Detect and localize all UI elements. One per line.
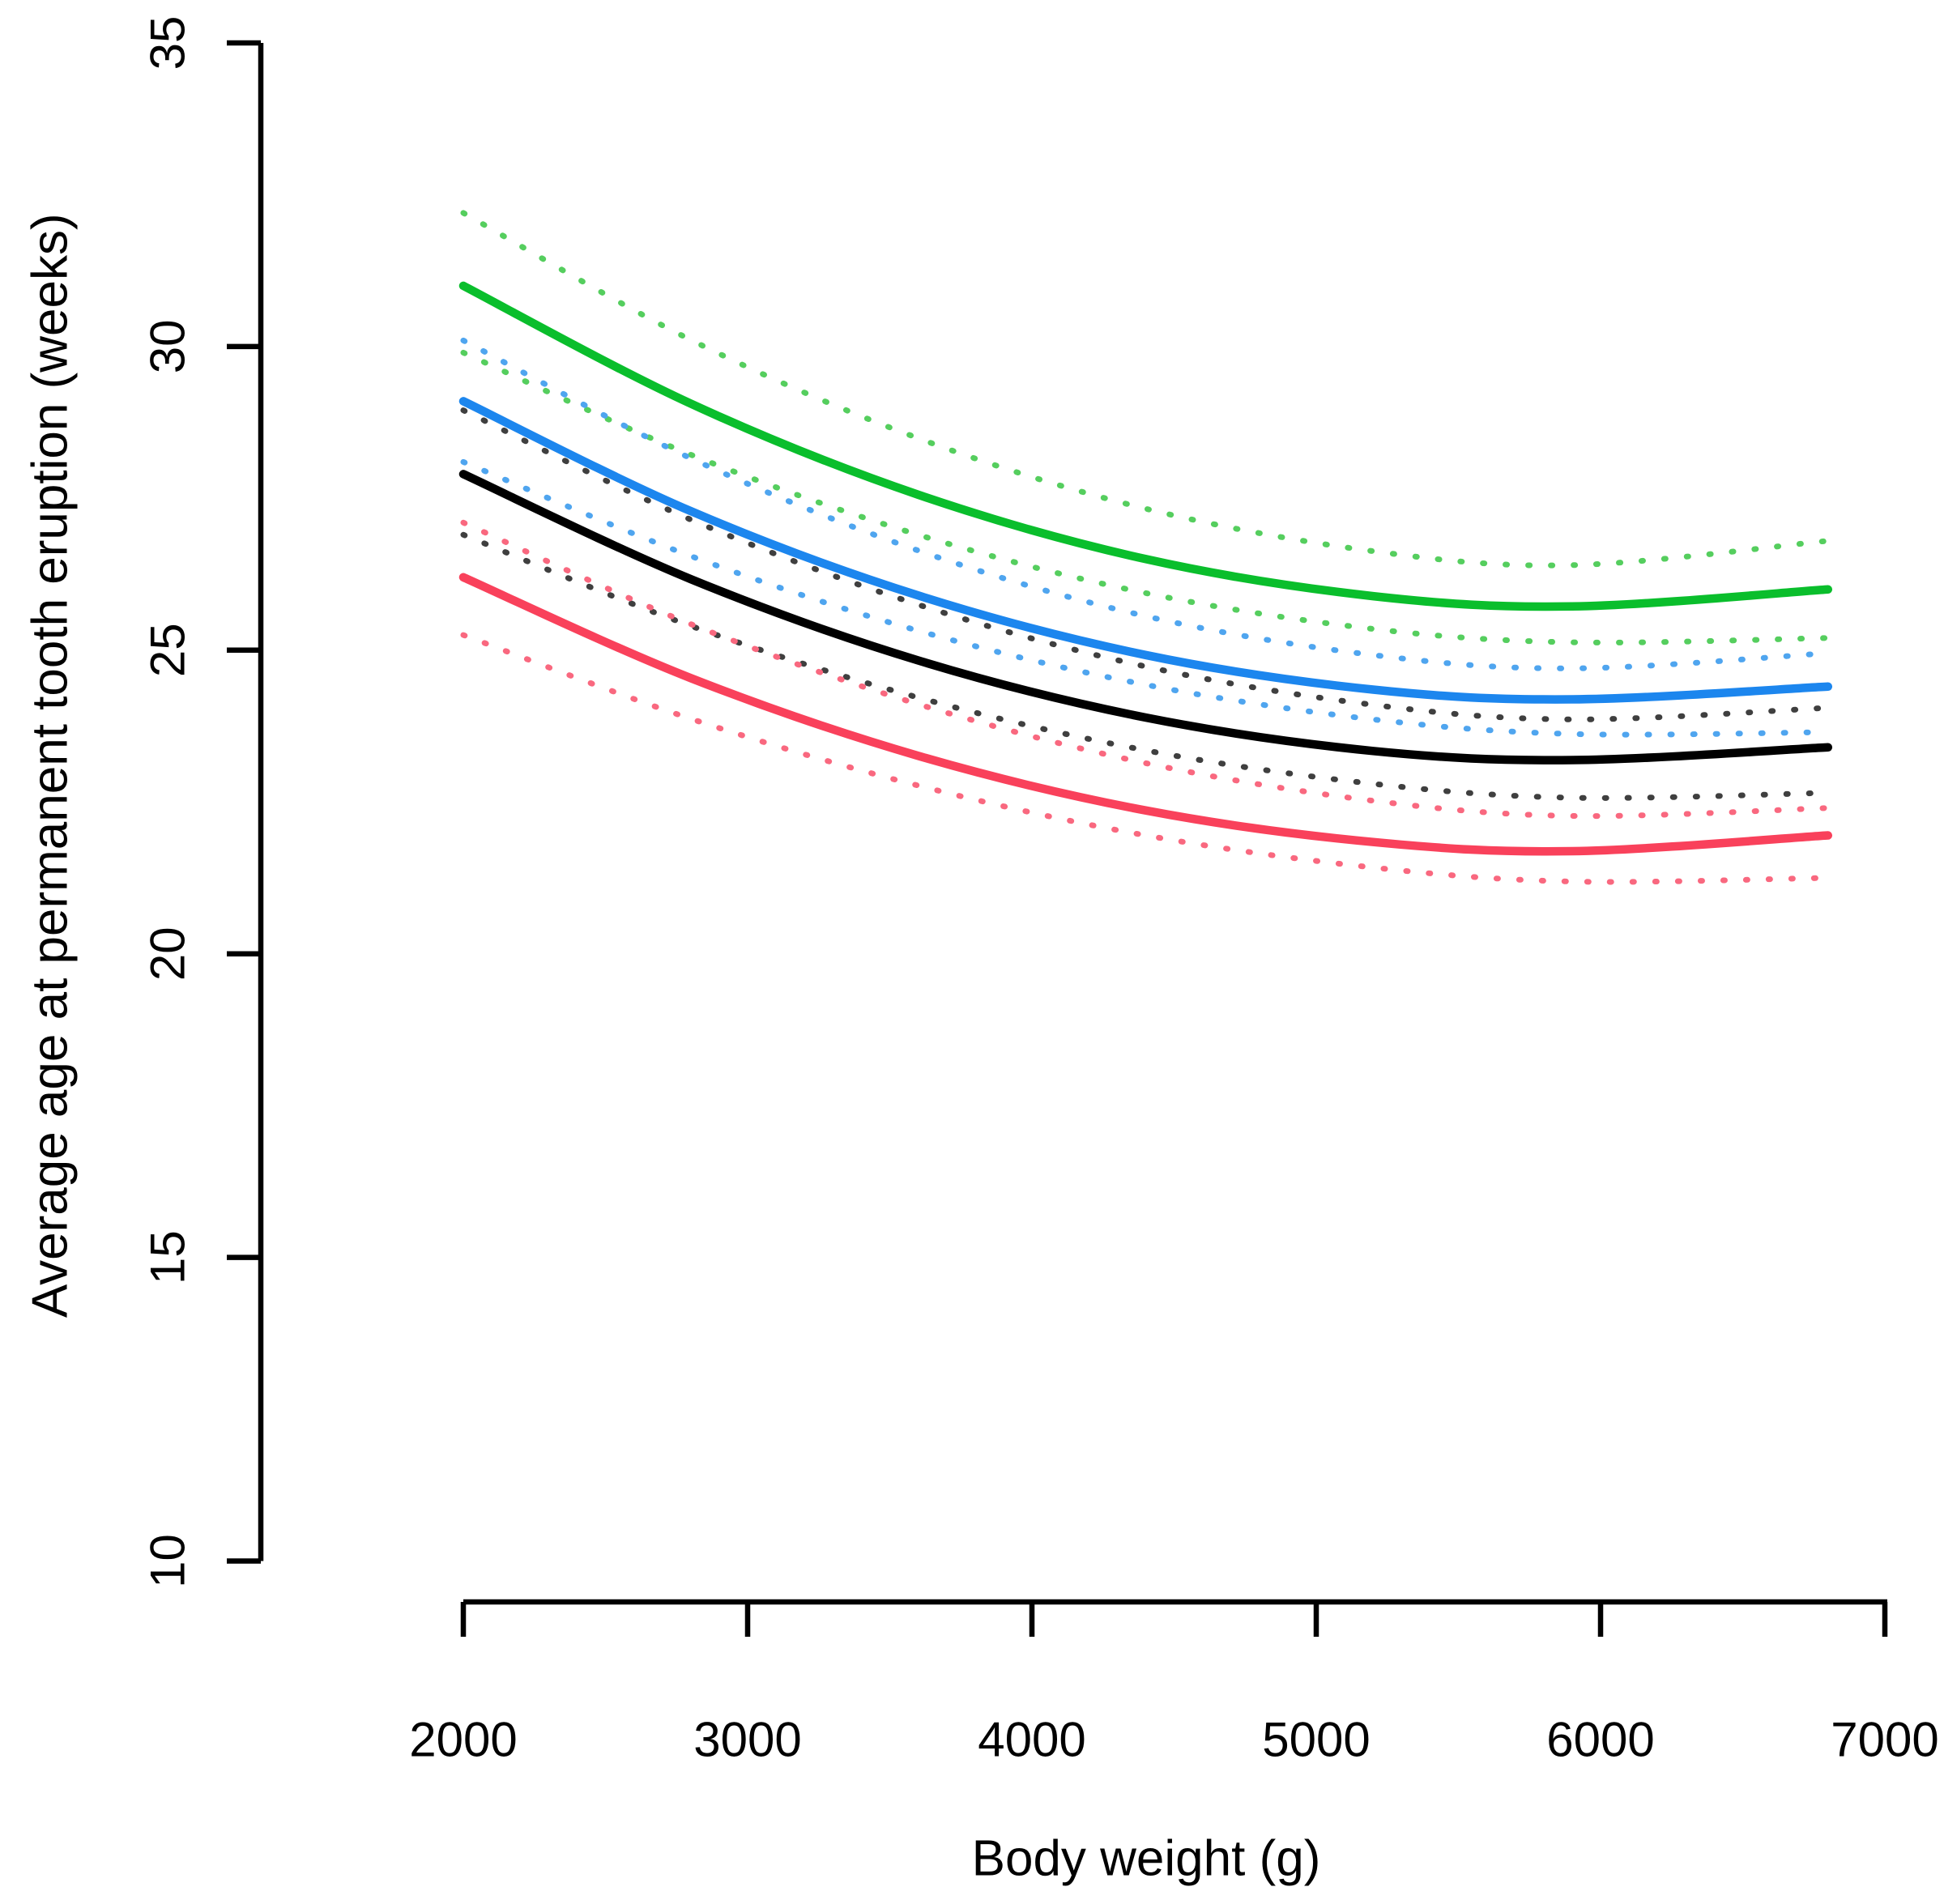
y-tick-label-15: 15: [141, 1230, 195, 1284]
curve-black-fit: [458, 470, 1833, 765]
curve-red-ci-upper: [460, 519, 1831, 820]
x-axis-title: Body weight (g): [972, 1831, 1321, 1887]
x-tick-label-6000: 6000: [1546, 1713, 1654, 1767]
y-tick-label-10: 10: [141, 1534, 195, 1588]
curve-black-ci-upper: [460, 407, 1831, 722]
y-tick-label-35: 35: [141, 16, 195, 70]
curve-red-fit: [458, 573, 1833, 856]
x-tick-label-7000: 7000: [1831, 1713, 1938, 1767]
curve-green-ci-upper: [460, 210, 1831, 569]
y-tick-label-20: 20: [141, 926, 195, 981]
y-tick-label-30: 30: [141, 320, 195, 374]
curve-green-fit: [458, 281, 1833, 611]
y-tick-label-25: 25: [141, 623, 195, 677]
curve-green-ci-lower: [460, 349, 1831, 645]
x-tick-label-5000: 5000: [1262, 1713, 1370, 1767]
x-tick-label-2000: 2000: [409, 1713, 517, 1767]
y-axis-title: Average age at permanent tooth eruption …: [23, 213, 79, 1318]
curve-blue-fit: [458, 397, 1833, 704]
x-tick-label-4000: 4000: [978, 1713, 1085, 1767]
x-tick-label-3000: 3000: [693, 1713, 801, 1767]
